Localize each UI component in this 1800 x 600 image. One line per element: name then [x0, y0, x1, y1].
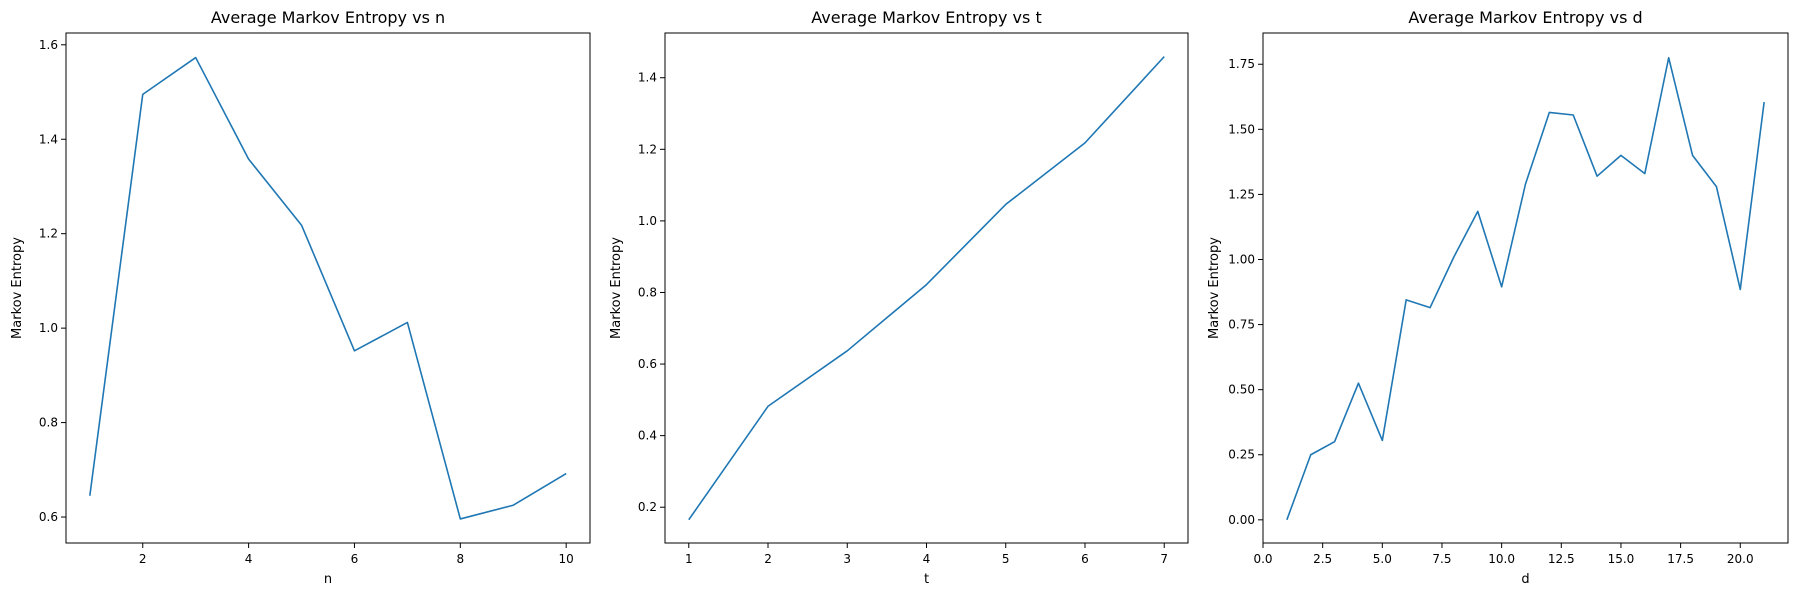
x-tick-label: 6 [351, 552, 359, 566]
x-tick-label: 2 [139, 552, 147, 566]
y-tick-label: 0.8 [638, 285, 657, 299]
x-tick-label: 0.0 [1253, 552, 1272, 566]
y-axis-label: Markov Entropy [1207, 237, 1222, 339]
plot-frame [1262, 32, 1789, 544]
chart-panel-2: Average Markov Entropy vs t 1 2 3 4 5 6 7 0.2 0.4… [609, 8, 1189, 587]
x-tick-label: 5.0 [1373, 552, 1392, 566]
y-tick-label: 0.50 [1228, 383, 1255, 397]
y-tick-label: 1.75 [1228, 57, 1255, 71]
y-tick-label: 1.4 [39, 132, 58, 146]
x-tick-label: 3 [843, 552, 851, 566]
y-tick-label: 1.6 [39, 38, 58, 52]
chart-panel-1: Average Markov Entropy vs n 2 4 6 8 10 0.6 0.8 1… [10, 8, 591, 587]
y-tick-label: 1.0 [39, 321, 58, 335]
x-tick-label: 10 [559, 552, 574, 566]
x-tick-label: 17.5 [1667, 552, 1694, 566]
plot-frame [65, 32, 591, 544]
x-tick-label: 4 [923, 552, 931, 566]
series-line [688, 56, 1165, 521]
x-tick-label: 12.5 [1548, 552, 1575, 566]
x-tick-label: 2.5 [1313, 552, 1332, 566]
y-tick-label: 0.6 [638, 357, 657, 371]
y-tick-label: 0.25 [1228, 448, 1255, 462]
chart-title: Average Markov Entropy vs t [811, 8, 1041, 27]
y-tick-label: 1.50 [1228, 122, 1255, 136]
y-tick-label: 0.8 [39, 416, 58, 430]
series-line [1286, 56, 1765, 521]
y-axis-label: Markov Entropy [10, 237, 25, 339]
x-tick-label: 7 [1160, 552, 1168, 566]
x-tick-label: 20.0 [1727, 552, 1754, 566]
chart-panel-3: Average Markov Entropy vs d 0.0 2.5 5.0 7.5 1… [1207, 8, 1789, 587]
x-tick-label: 2 [764, 552, 772, 566]
x-tick-label: 5 [1002, 552, 1010, 566]
y-tick-label: 1.00 [1228, 252, 1255, 266]
series-line [89, 56, 567, 520]
y-tick-label: 1.2 [638, 142, 657, 156]
y-tick-label: 1.4 [638, 71, 657, 85]
x-tick-label: 6 [1081, 552, 1089, 566]
y-axis-label: Markov Entropy [609, 237, 624, 339]
y-tick-label: 1.0 [638, 214, 657, 228]
x-tick-label: 8 [457, 552, 465, 566]
y-tick-label: 1.2 [39, 227, 58, 241]
chart-title: Average Markov Entropy vs d [1408, 8, 1642, 27]
y-tick-label: 0.75 [1228, 318, 1255, 332]
x-axis-label: t [924, 572, 929, 587]
y-tick-label: 0.2 [638, 500, 657, 514]
x-axis-label: n [324, 572, 332, 587]
y-tick-label: 0.6 [39, 510, 58, 524]
y-tick-label: 1.25 [1228, 187, 1255, 201]
x-tick-label: 15.0 [1608, 552, 1635, 566]
x-tick-label: 7.5 [1432, 552, 1451, 566]
plot-frame [664, 32, 1189, 544]
x-tick-label: 4 [245, 552, 253, 566]
y-tick-label: 0.00 [1228, 513, 1255, 527]
x-axis-label: d [1521, 572, 1529, 587]
x-tick-label: 1 [685, 552, 693, 566]
chart-title: Average Markov Entropy vs n [211, 8, 445, 27]
x-tick-label: 10.0 [1488, 552, 1515, 566]
y-tick-label: 0.4 [638, 429, 657, 443]
